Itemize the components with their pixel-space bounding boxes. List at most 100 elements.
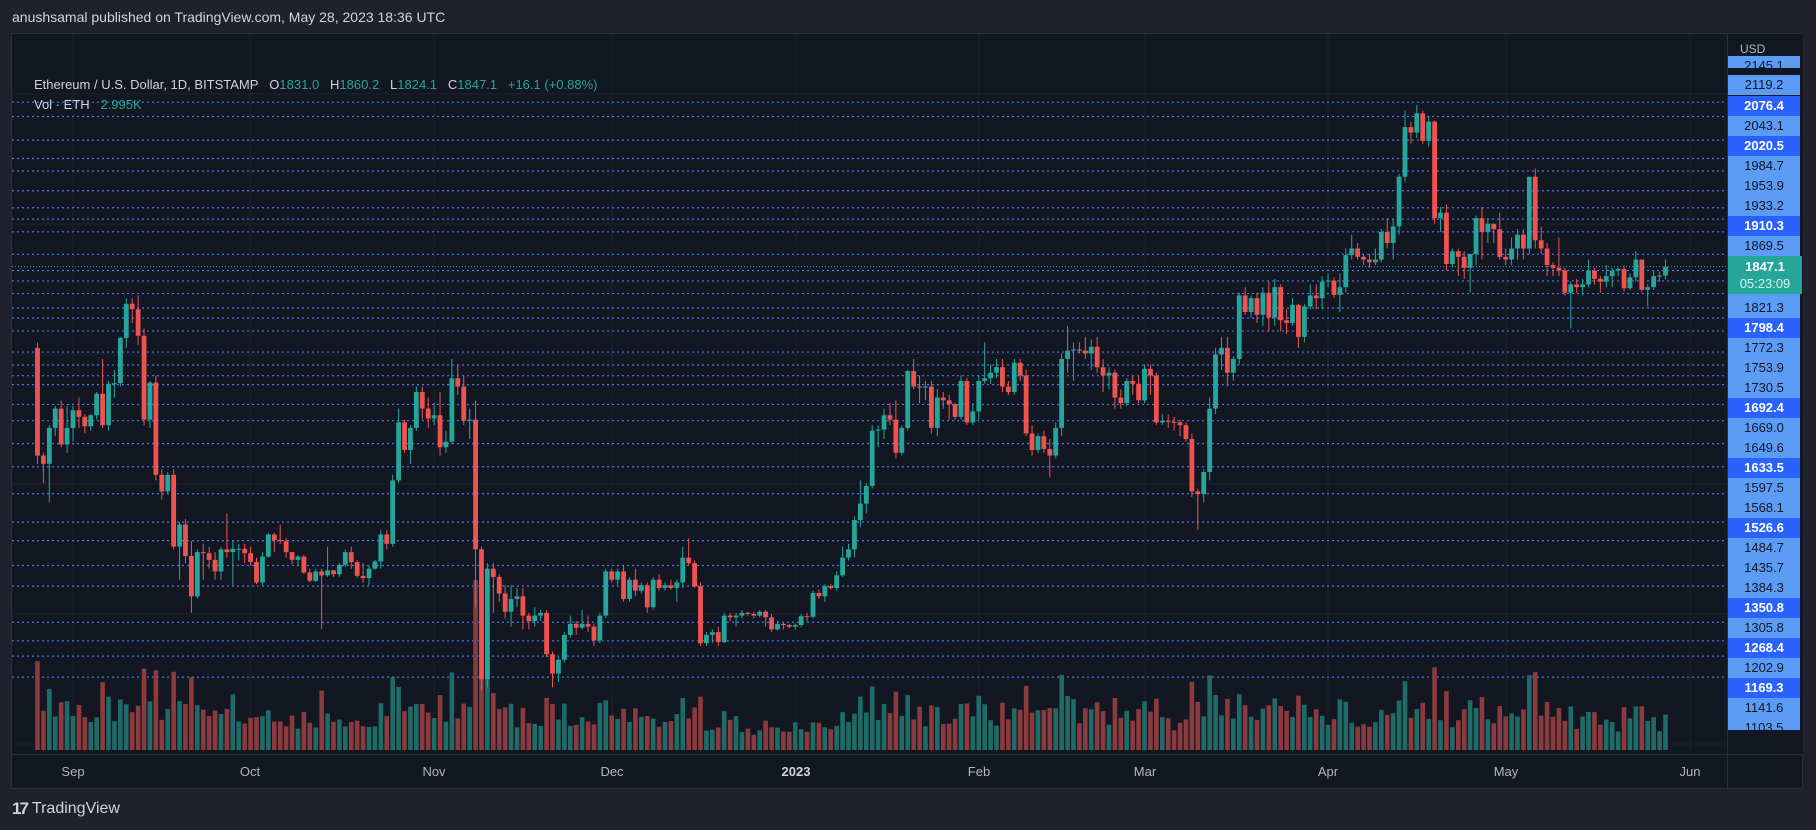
- candle: [301, 556, 307, 573]
- candle: [1189, 438, 1195, 492]
- candle: [271, 534, 277, 540]
- volume-legend[interactable]: Vol · ETH 2.995K: [34, 97, 142, 112]
- candle: [1343, 255, 1349, 288]
- low-label: L: [390, 77, 398, 92]
- candle: [159, 474, 165, 492]
- time-axis[interactable]: Sep Oct Nov Dec 2023 Feb Mar Apr May Jun: [12, 754, 1727, 789]
- candle: [686, 557, 692, 564]
- volume-bar: [88, 722, 94, 750]
- volume-bar: [502, 707, 508, 750]
- volume-bar: [1639, 706, 1645, 750]
- volume-bar: [733, 716, 739, 750]
- volume-bar: [514, 727, 520, 750]
- candle: [1420, 113, 1426, 141]
- volume-bar: [1438, 720, 1443, 750]
- candle: [899, 427, 905, 453]
- volume-bar: [123, 704, 129, 750]
- volume-bar: [1183, 719, 1189, 750]
- candle: [384, 534, 390, 544]
- candle: [295, 556, 301, 560]
- volume-bar: [940, 724, 946, 750]
- candle: [1337, 287, 1343, 295]
- volume-bar: [923, 726, 928, 750]
- tradingview-brand[interactable]: 17 TradingView: [12, 799, 120, 819]
- volume-bar: [337, 719, 342, 750]
- volume-bar: [473, 580, 478, 750]
- volume-bar: [443, 721, 449, 750]
- volume-bar: [775, 727, 780, 750]
- volume-bar: [112, 721, 117, 750]
- chart-pane[interactable]: Ethereum / U.S. Dollar, 1D, BITSTAMP O18…: [12, 34, 1727, 754]
- volume-bar: [118, 699, 123, 750]
- candle: [1657, 275, 1662, 277]
- price-axis[interactable]: USD 2145.1 2119.2 2076.4 2043.1 2020.5 1984.7…: [1727, 34, 1803, 754]
- price-level-label: 1821.3: [1728, 298, 1800, 318]
- volume-bar: [1248, 716, 1254, 750]
- candle: [1580, 284, 1585, 288]
- volume-bar: [212, 710, 218, 750]
- volume-bar: [106, 696, 111, 750]
- candle: [224, 549, 230, 553]
- volume-bar: [354, 720, 360, 750]
- volume-bar: [295, 728, 301, 750]
- candle: [331, 570, 336, 575]
- candle: [1414, 113, 1420, 133]
- candle: [733, 615, 739, 618]
- volume-bar: [792, 722, 798, 750]
- volume-bar: [828, 729, 834, 750]
- candle: [1402, 127, 1408, 177]
- volume-bar: [1290, 717, 1295, 750]
- volume-bar: [289, 715, 295, 750]
- candle: [1219, 347, 1224, 355]
- price-level-label: 1772.3: [1728, 338, 1800, 358]
- volume-bar: [1219, 715, 1224, 750]
- price-level-label: 1435.7: [1728, 558, 1800, 578]
- volume-bar: [662, 722, 668, 750]
- volume-bar: [1657, 731, 1662, 750]
- candle: [390, 480, 396, 544]
- volume-bar: [141, 668, 147, 750]
- volume-bar: [41, 710, 46, 750]
- candle: [556, 659, 561, 674]
- volume-bar: [496, 709, 502, 750]
- candle: [1254, 298, 1260, 315]
- candle: [857, 503, 863, 521]
- candle: [1005, 386, 1011, 393]
- open-label: O: [269, 77, 280, 92]
- volume-bar: [1544, 701, 1550, 750]
- candle: [1118, 397, 1124, 404]
- volume-bar: [958, 704, 964, 750]
- candle: [289, 552, 295, 560]
- symbol-legend[interactable]: Ethereum / U.S. Dollar, 1D, BITSTAMP O18…: [34, 77, 597, 92]
- volume-bar: [1592, 712, 1597, 750]
- candle: [123, 303, 129, 338]
- volume-bar: [1236, 694, 1242, 750]
- candle: [1438, 212, 1443, 219]
- volume-bar: [165, 709, 171, 750]
- volume-bar: [881, 704, 887, 750]
- candle: [1041, 436, 1047, 449]
- volume-bar: [485, 635, 490, 750]
- time-label: May: [1493, 764, 1519, 779]
- price-level-label: 2020.5: [1728, 136, 1800, 156]
- volume-bar: [692, 707, 697, 750]
- close-label: C: [447, 77, 458, 92]
- volume-bar: [1201, 716, 1207, 750]
- price-level-label: 1202.9: [1728, 658, 1800, 678]
- candle: [1130, 381, 1136, 384]
- candlestick-chart[interactable]: [12, 34, 1727, 754]
- volume-bar: [964, 703, 970, 750]
- publish-info: anushsamal published on TradingView.com,…: [12, 9, 446, 25]
- volume-bar: [1307, 717, 1313, 750]
- volume-bar: [1621, 706, 1627, 750]
- candle: [254, 562, 259, 583]
- volume-bar: [1053, 708, 1059, 750]
- candle: [449, 378, 455, 442]
- volume-bar: [425, 712, 431, 750]
- volume-bar: [129, 712, 135, 750]
- volume-bar: [195, 705, 200, 750]
- volume-bar: [911, 719, 916, 750]
- volume-bar: [1355, 726, 1360, 750]
- volume-bar: [301, 711, 307, 750]
- volume-bar: [751, 734, 757, 750]
